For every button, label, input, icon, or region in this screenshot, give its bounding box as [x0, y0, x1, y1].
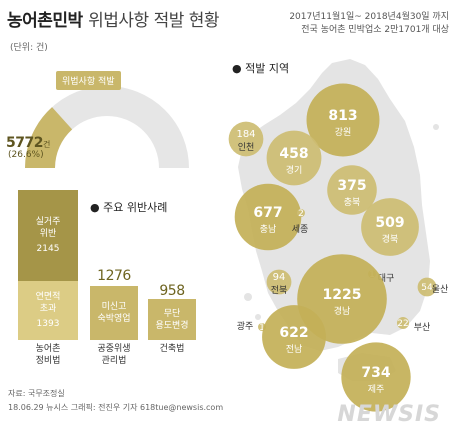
bubble-region-name: 강원 [335, 127, 352, 138]
bubble-value: 375 [337, 178, 366, 194]
bar-caption-3: 건축법 [148, 343, 196, 355]
gauge-number: 5772 [6, 135, 43, 151]
bubble-value: 509 [375, 215, 404, 231]
map-section-title: ● 적발 지역 [232, 60, 289, 76]
bar-caption-1: 농어촌 정비법 [18, 343, 78, 367]
bubble-value: 184 [236, 129, 255, 140]
gauge-percent: (26.6%) [8, 150, 44, 160]
bubble-region-name: 광주 [237, 320, 254, 332]
bubble-region-name: 세종 [292, 224, 309, 235]
bubble-value: 2 [298, 209, 304, 219]
bar-segment-floor-area: 연면적 초과 1393 [18, 280, 78, 340]
bubble-region-name: 인천 [238, 142, 255, 153]
bullet-icon: ● [232, 62, 242, 75]
gauge-value: 5772건 [6, 132, 50, 151]
bubble-region-name: 경북 [382, 233, 399, 245]
gauge-number-unit: 건 [42, 140, 51, 149]
caption-line1: 건축법 [159, 344, 185, 354]
bar-total-3: 958 [159, 283, 185, 299]
map-title-text: 적발 지역 [245, 62, 290, 75]
title-bold: 농어촌민박 [7, 11, 83, 31]
bubble-region-name: 충북 [344, 197, 361, 208]
bubble-충북 [327, 165, 377, 215]
bubble-region-name: 전북 [271, 285, 288, 296]
bubble-region-name: 충남 [260, 224, 277, 235]
bubble-경기 [266, 130, 322, 186]
bubble-region-name: 부산 [414, 322, 431, 333]
bubble-value: 458 [279, 146, 308, 162]
newsis-logo: NEWSIS [337, 402, 441, 427]
bars-title-text: 주요 위반사례 [103, 201, 168, 214]
bubble-value: 622 [279, 325, 308, 341]
bubble-경북 [361, 198, 419, 256]
seg-label-1: 무단 [163, 308, 181, 319]
title-light: 위법사항 적발 현황 [88, 11, 220, 31]
bar-caption-2: 공중위생 관리법 [90, 343, 138, 367]
bars-section-title: ● 주요 위반사례 [90, 199, 167, 215]
bubble-value: 22 [397, 319, 408, 329]
bubble-부산 [396, 316, 410, 330]
bar-total-2: 1276 [97, 268, 131, 284]
bubble-value: 1 [259, 323, 265, 333]
bubble-세종 [297, 209, 305, 217]
seg-label-2: 용도변경 [155, 320, 189, 331]
seg-label-1: 실거주 [35, 216, 61, 227]
bubble-강원 [306, 83, 380, 157]
gauge-chart [25, 86, 189, 169]
unit-label: (단위: 건) [10, 43, 48, 53]
source-note: 자료: 국무조정실 [8, 389, 65, 398]
island-dot [433, 124, 439, 130]
bubble-region-name: 제주 [368, 384, 385, 395]
bubble-value: 54 [421, 283, 433, 293]
bubble-region-name: 울산 [432, 284, 449, 295]
caption-line1: 공중위생 [97, 344, 131, 354]
bubble-인천 [228, 121, 264, 157]
credit-note: 18.06.29 뉴시스 그래픽: 전진우 기자 618tue@newsis.c… [8, 403, 224, 412]
caption-line2: 정비법 [35, 356, 61, 366]
seg-label-2: 위반 [39, 228, 57, 239]
seg-label-1: 연면적 [35, 291, 61, 302]
bar-segment-unreported-lodging: 미신고 숙박영업 [90, 285, 138, 340]
caption-line1: 농어촌 [35, 344, 61, 354]
gauge-label: 위법사항 적발 [56, 71, 121, 90]
bar-segment-residence: 실거주 위반 2145 [18, 189, 78, 281]
bar-segment-unauthorized-use: 무단 용도변경 [148, 299, 196, 340]
period-note: 2017년11월1일~ 2018년4월30일 까지 전국 농어촌 민박업소 2만… [289, 11, 449, 37]
caption-line2: 관리법 [101, 356, 127, 366]
bubble-region-name: 경기 [286, 164, 303, 176]
seg-value: 2145 [36, 243, 60, 254]
bullet-icon: ● [90, 201, 100, 214]
bubble-전남 [262, 305, 326, 369]
bubble-region-name: 전남 [286, 344, 303, 355]
bubble-전북 [266, 269, 292, 295]
island-dot [255, 314, 261, 320]
bubble-region-name: 경남 [334, 305, 351, 317]
bubble-value: 94 [273, 272, 286, 283]
bubble-value: 734 [361, 365, 390, 381]
seg-label-2: 숙박영업 [97, 313, 131, 324]
gauge-fill [25, 107, 73, 169]
bubble-value: 677 [253, 205, 282, 221]
page-title: 농어촌민박 위법사항 적발 현황 [7, 6, 220, 31]
seg-value: 1393 [36, 318, 60, 329]
bubble-울산 [417, 277, 437, 297]
seg-label-1: 미신고 [101, 301, 127, 312]
seg-label-2: 초과 [39, 303, 57, 314]
period-line2: 전국 농어촌 민박업소 2만1701개 대상 [301, 25, 449, 35]
bubble-value: 813 [328, 108, 357, 124]
bubble-충남 [234, 183, 302, 251]
island-dot [244, 293, 252, 301]
bubble-value: 1225 [323, 287, 362, 303]
bubble-region-name: 대구 [378, 273, 395, 284]
period-line1: 2017년11월1일~ 2018년4월30일 까지 [289, 12, 449, 22]
bubble-제주 [341, 342, 411, 412]
